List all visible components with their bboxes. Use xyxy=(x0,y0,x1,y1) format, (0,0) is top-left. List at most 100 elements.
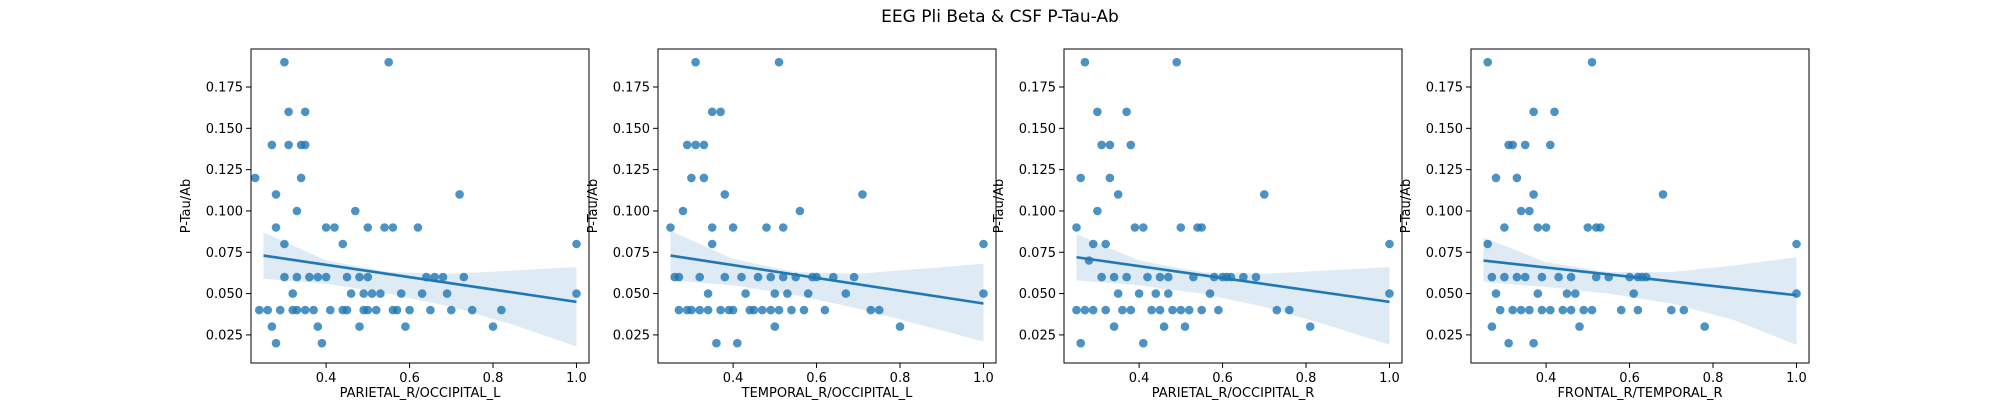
scatter-point xyxy=(1072,223,1081,232)
y-tick-label: 0.150 xyxy=(206,122,243,137)
scatter-point xyxy=(1088,305,1098,315)
scatter-point xyxy=(691,57,700,67)
scatter-point xyxy=(858,190,867,199)
scatter-point xyxy=(488,322,498,331)
regression-line xyxy=(670,254,984,305)
y-tick-label: 0.150 xyxy=(1019,122,1056,137)
scatter-point xyxy=(1587,305,1597,315)
scatter-point xyxy=(1239,272,1248,282)
scatter-point xyxy=(1080,57,1090,67)
scatter-point xyxy=(1516,206,1526,216)
scatter-point xyxy=(741,289,750,298)
scatter-point xyxy=(280,57,289,67)
y-tick-label: 0.150 xyxy=(1426,122,1463,137)
scatter-point xyxy=(330,223,339,232)
scatter-point xyxy=(1512,272,1522,282)
scatter-point xyxy=(707,223,717,232)
scatter-point xyxy=(363,305,373,315)
scatter-point xyxy=(1541,223,1551,232)
scatter-point xyxy=(770,289,780,298)
scatter-point xyxy=(1385,289,1394,298)
figure-title: EEG Pli Beta & CSF P-Tau-Ab xyxy=(881,7,1119,27)
scatter-point xyxy=(687,173,696,183)
x-tick-label: 0.6 xyxy=(806,371,827,386)
scatter-point xyxy=(271,223,281,232)
scatter-point xyxy=(1583,223,1593,232)
scatter-point xyxy=(1566,272,1576,282)
scatter-point xyxy=(1122,272,1131,282)
scatter-point xyxy=(1076,173,1085,183)
scatter-point xyxy=(753,272,763,282)
scatter-point xyxy=(674,305,684,315)
confidence-band xyxy=(1076,234,1390,345)
y-tick-label: 0.125 xyxy=(1019,163,1056,178)
scatter-point xyxy=(442,289,452,298)
scatter-point xyxy=(1533,223,1543,232)
scatter-point xyxy=(1139,338,1148,348)
scatter-point xyxy=(716,107,725,117)
scatter-point xyxy=(1550,107,1559,117)
scatter-point xyxy=(292,305,302,315)
scatter-point xyxy=(342,272,352,282)
scatter-point xyxy=(338,239,348,249)
scatter-point xyxy=(359,289,369,298)
scatter-point xyxy=(1537,272,1547,282)
y-tick-label: 0.100 xyxy=(1019,204,1056,219)
scatter-point xyxy=(280,272,289,282)
scatter-point xyxy=(695,305,704,315)
scatter-point xyxy=(1667,305,1676,315)
scatter-point xyxy=(292,272,302,282)
scatter-point xyxy=(438,272,448,282)
scatter-point xyxy=(1566,305,1576,315)
x-tick-label: 0.4 xyxy=(1129,371,1150,386)
scatter-point xyxy=(666,223,675,232)
scatter-point xyxy=(467,305,477,315)
x-axis-label: PARIETAL_R/OCCIPITAL_L xyxy=(340,386,501,400)
scatter-point xyxy=(1285,305,1294,315)
scatter-point xyxy=(396,289,406,298)
scatter-point xyxy=(1525,305,1534,315)
scatter-point xyxy=(707,239,717,249)
scatter-point xyxy=(682,140,692,150)
scatter-point xyxy=(1520,272,1530,282)
scatter-point xyxy=(720,190,730,199)
scatter-point xyxy=(313,322,323,331)
confidence-band xyxy=(1483,237,1797,345)
y-tick-label: 0.125 xyxy=(1426,163,1463,178)
scatter-point xyxy=(1575,322,1584,331)
scatter-point xyxy=(388,223,398,232)
scatter-point xyxy=(572,239,581,249)
scatter-point xyxy=(405,305,414,315)
y-tick-label: 0.050 xyxy=(1426,287,1463,302)
y-tick-label: 0.050 xyxy=(1019,287,1056,302)
scatter-point xyxy=(766,272,775,282)
scatter-point xyxy=(803,289,813,298)
scatter-point xyxy=(1658,190,1668,199)
scatter-point xyxy=(288,289,298,298)
scatter-point xyxy=(1487,322,1497,331)
scatter-point xyxy=(284,140,293,150)
scatter-point xyxy=(795,206,805,216)
regression-line xyxy=(263,254,577,304)
scatter-point xyxy=(1491,173,1501,183)
scatter-point xyxy=(321,223,331,232)
scatter-point xyxy=(728,223,738,232)
scatter-point xyxy=(300,107,310,117)
scatter-point xyxy=(1591,272,1601,282)
scatter-point xyxy=(1529,107,1538,117)
scatter-point xyxy=(1093,107,1102,117)
scatter-point xyxy=(1504,338,1513,348)
scatter-point xyxy=(766,305,775,315)
axes-frame xyxy=(1063,48,1403,364)
scatter-point xyxy=(1151,289,1161,298)
scatter-point xyxy=(1076,338,1085,348)
scatter-point xyxy=(1529,190,1538,199)
y-tick-label: 0.025 xyxy=(1019,328,1056,343)
scatter-point xyxy=(799,305,809,315)
y-axis-label: P-Tau/Ab xyxy=(179,179,194,234)
scatter-point xyxy=(284,107,293,117)
x-tick-label: 1.0 xyxy=(1379,371,1400,386)
scatter-point xyxy=(1101,239,1110,249)
scatter-point xyxy=(783,289,792,298)
